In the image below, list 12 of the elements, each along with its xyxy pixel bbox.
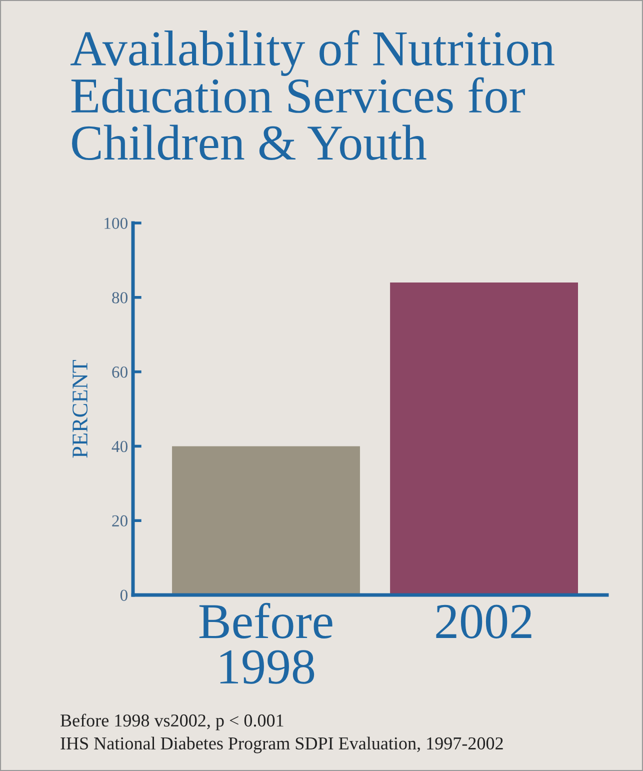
y-tick-label: 0 [120, 590, 128, 601]
text: IHS National Diabetes Program SDPI Evaluation, 1997-2002 [60, 736, 503, 754]
y-tick-label: 80 [112, 292, 128, 304]
text: Before 1998 vs2002, p < 0.001 [60, 714, 284, 730]
y-tick-label: 60 [112, 366, 128, 378]
y-tick-label: 40 [112, 440, 128, 452]
chart-title: Availability of Nutrition Education Services for Children & Youth [70, 30, 554, 160]
y-axis-title: PERCENT [72, 360, 88, 458]
y-tick-label: 20 [112, 515, 128, 527]
x-tick-label: 2002 [436, 604, 532, 639]
x-tick-label: Before 1998 [199, 602, 332, 684]
y-tick-label: 100 [104, 218, 128, 229]
